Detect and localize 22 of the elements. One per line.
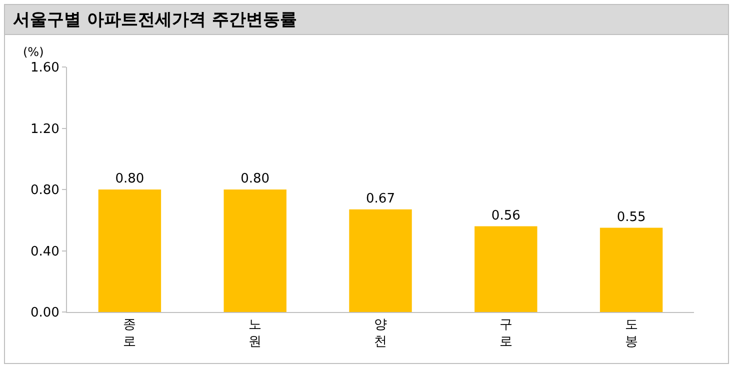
y-tick-label: 0.40 xyxy=(30,244,60,260)
data-label: 0.56 xyxy=(491,208,520,224)
bar xyxy=(98,190,162,312)
chart-title: 서울구별 아파트전세가격 주간변동률 xyxy=(5,5,728,35)
data-label: 0.55 xyxy=(616,210,646,225)
x-tick-label: 양천 xyxy=(374,318,387,350)
data-label: 0.67 xyxy=(366,191,395,206)
x-tick-label: 구로 xyxy=(499,318,512,350)
y-tick-label: 1.20 xyxy=(30,122,60,137)
bar xyxy=(600,228,663,312)
x-tick-label: 노원 xyxy=(248,318,262,350)
y-tick-label: 0.00 xyxy=(30,306,60,321)
data-label: 0.80 xyxy=(115,172,144,186)
data-label: 0.80 xyxy=(240,172,270,186)
x-tick-label: 종로 xyxy=(123,318,136,350)
bar xyxy=(474,226,538,312)
y-axis-title: (%) xyxy=(23,45,44,59)
x-tick-label: 도봉 xyxy=(624,318,638,350)
bar xyxy=(224,190,286,312)
y-tick-label: 1.60 xyxy=(30,60,60,76)
bar xyxy=(349,209,412,312)
y-tick-label: 0.80 xyxy=(30,183,60,198)
